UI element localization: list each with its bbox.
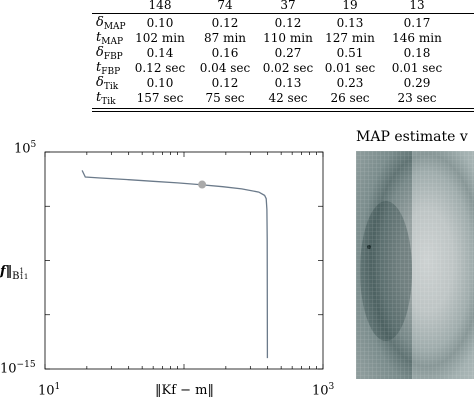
table-cell: 146 min: [392, 31, 442, 45]
y-axis-label: f‖B 1 11: [0, 264, 29, 282]
table-bottom-rule-2: [92, 111, 474, 112]
map-estimate-image: [356, 151, 474, 379]
tick-marks: [44, 151, 324, 370]
table-cell: 0.10: [146, 16, 174, 30]
x-axis-label: ‖Kf − m‖: [155, 383, 215, 398]
table-column-header: 13: [409, 0, 425, 12]
table-cell: 0.16: [211, 46, 239, 60]
table-cell: 0.10: [146, 76, 174, 90]
table-cell: 0.17: [403, 16, 431, 30]
table-column-header: 148: [148, 0, 172, 12]
table-bottom-rule-1: [92, 108, 474, 109]
table-row-label: δTik: [96, 75, 119, 93]
plot-frame: [44, 151, 324, 370]
table-cell: 127 min: [325, 31, 375, 45]
table-cell: 0.02 sec: [262, 61, 314, 75]
table-column-header: 19: [342, 0, 358, 12]
table-cell: 0.12: [211, 16, 239, 30]
table-cell: 0.12: [211, 76, 239, 90]
table-cell: 26 sec: [330, 91, 370, 105]
table-cell: 0.13: [336, 16, 364, 30]
table-cell: 0.51: [336, 46, 364, 60]
table-column-header: 74: [217, 0, 233, 12]
table-cell: 0.12 sec: [134, 61, 186, 75]
y-tick-label-top: 105: [14, 140, 37, 157]
table-cell: 0.13: [274, 76, 302, 90]
table-cell: 23 sec: [397, 91, 437, 105]
table-row-label: tFBP: [96, 60, 121, 78]
table-cell: 110 min: [263, 31, 313, 45]
table-column-header: 37: [280, 0, 296, 12]
table-cell: 0.29: [403, 76, 431, 90]
table-cell: 75 sec: [205, 91, 245, 105]
table-cell: 0.18: [403, 46, 431, 60]
table-cell: 0.14: [146, 46, 174, 60]
table-cell: 157 sec: [136, 91, 184, 105]
map-estimate-title: MAP estimate v: [356, 129, 468, 145]
table-cell: 0.12: [274, 16, 302, 30]
table-cell: 87 min: [203, 31, 247, 45]
table-row-label: δMAP: [96, 15, 126, 33]
x-tick-label-left: 101: [38, 382, 61, 399]
table-cell: 42 sec: [268, 91, 308, 105]
y-tick-label-bottom: 10−15: [0, 360, 36, 377]
selected-point-marker: [198, 180, 207, 189]
table-cell: 0.01 sec: [324, 61, 376, 75]
table-header-rule: [92, 13, 474, 14]
table-row-label: tMAP: [96, 30, 124, 48]
x-tick-label-right: 103: [312, 382, 335, 399]
table-cell: 0.23: [336, 76, 364, 90]
table-cell: 0.04 sec: [199, 61, 251, 75]
table-cell: 0.01 sec: [391, 61, 443, 75]
table-row-label: tTik: [96, 90, 116, 108]
table-cell: 102 min: [135, 31, 185, 45]
series-curve: [81, 170, 269, 359]
table-cell: 0.27: [274, 46, 302, 60]
table-row-label: δFBP: [96, 45, 123, 63]
